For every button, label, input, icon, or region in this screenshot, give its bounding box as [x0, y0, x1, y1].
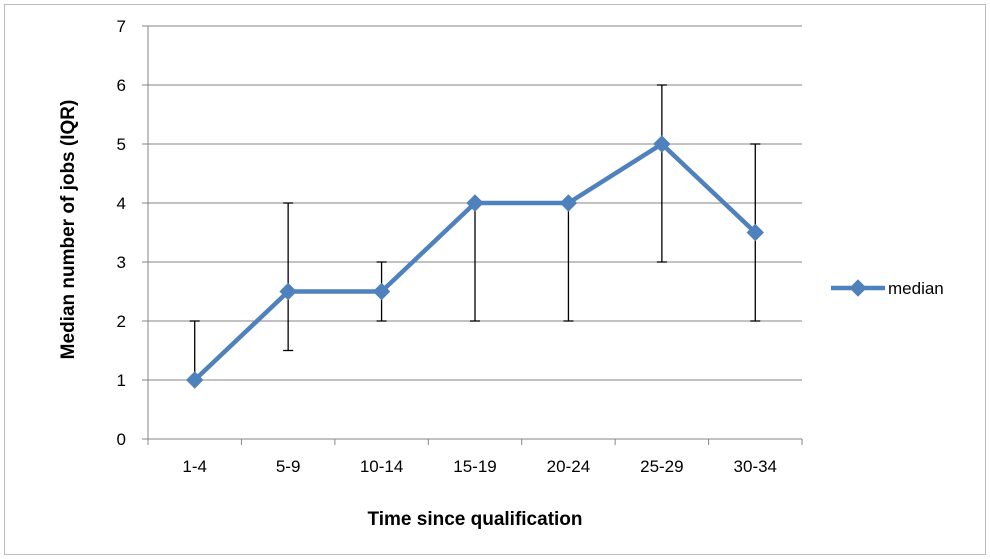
y-axis-ticks: 0 1 2 3 4 5 6 7	[117, 17, 148, 449]
y-tick-label: 1	[117, 371, 126, 390]
x-tick-label: 25-29	[640, 457, 683, 476]
x-tick-label: 5-9	[276, 457, 301, 476]
error-bars	[189, 84, 761, 381]
y-tick-label: 2	[117, 312, 126, 331]
legend: median	[831, 279, 944, 298]
data-point-marker	[559, 194, 578, 212]
y-axis-title: Median number of jobs (IQR)	[58, 100, 79, 360]
data-point-marker	[372, 282, 391, 301]
data-point-marker	[279, 282, 297, 301]
data-point-marker	[653, 135, 671, 153]
data-point-marker	[746, 223, 764, 242]
legend-diamond-marker	[849, 279, 867, 297]
y-tick-label: 0	[117, 430, 126, 449]
y-tick-label: 5	[117, 135, 126, 154]
x-tick-label: 10-14	[360, 457, 403, 476]
x-tick-label: 30-34	[734, 457, 777, 476]
data-markers	[186, 135, 764, 389]
x-tick-label: 15-19	[453, 457, 496, 476]
x-axis-ticks: 1-4 5-9 10-14 15-19 20-24 25-29 30-34	[147, 439, 803, 476]
y-tick-label: 3	[117, 253, 126, 272]
x-tick-label: 1-4	[182, 457, 207, 476]
chart-frame	[4, 4, 986, 555]
data-point-marker	[186, 371, 204, 389]
y-tick-label: 6	[117, 76, 126, 95]
x-axis-title: Time since qualification	[367, 509, 582, 530]
y-tick-label: 4	[117, 194, 126, 213]
data-point-marker	[466, 194, 484, 212]
x-tick-label: 20-24	[547, 457, 590, 476]
legend-label: median	[888, 279, 944, 298]
y-tick-label: 7	[117, 17, 126, 36]
axes	[147, 26, 802, 440]
